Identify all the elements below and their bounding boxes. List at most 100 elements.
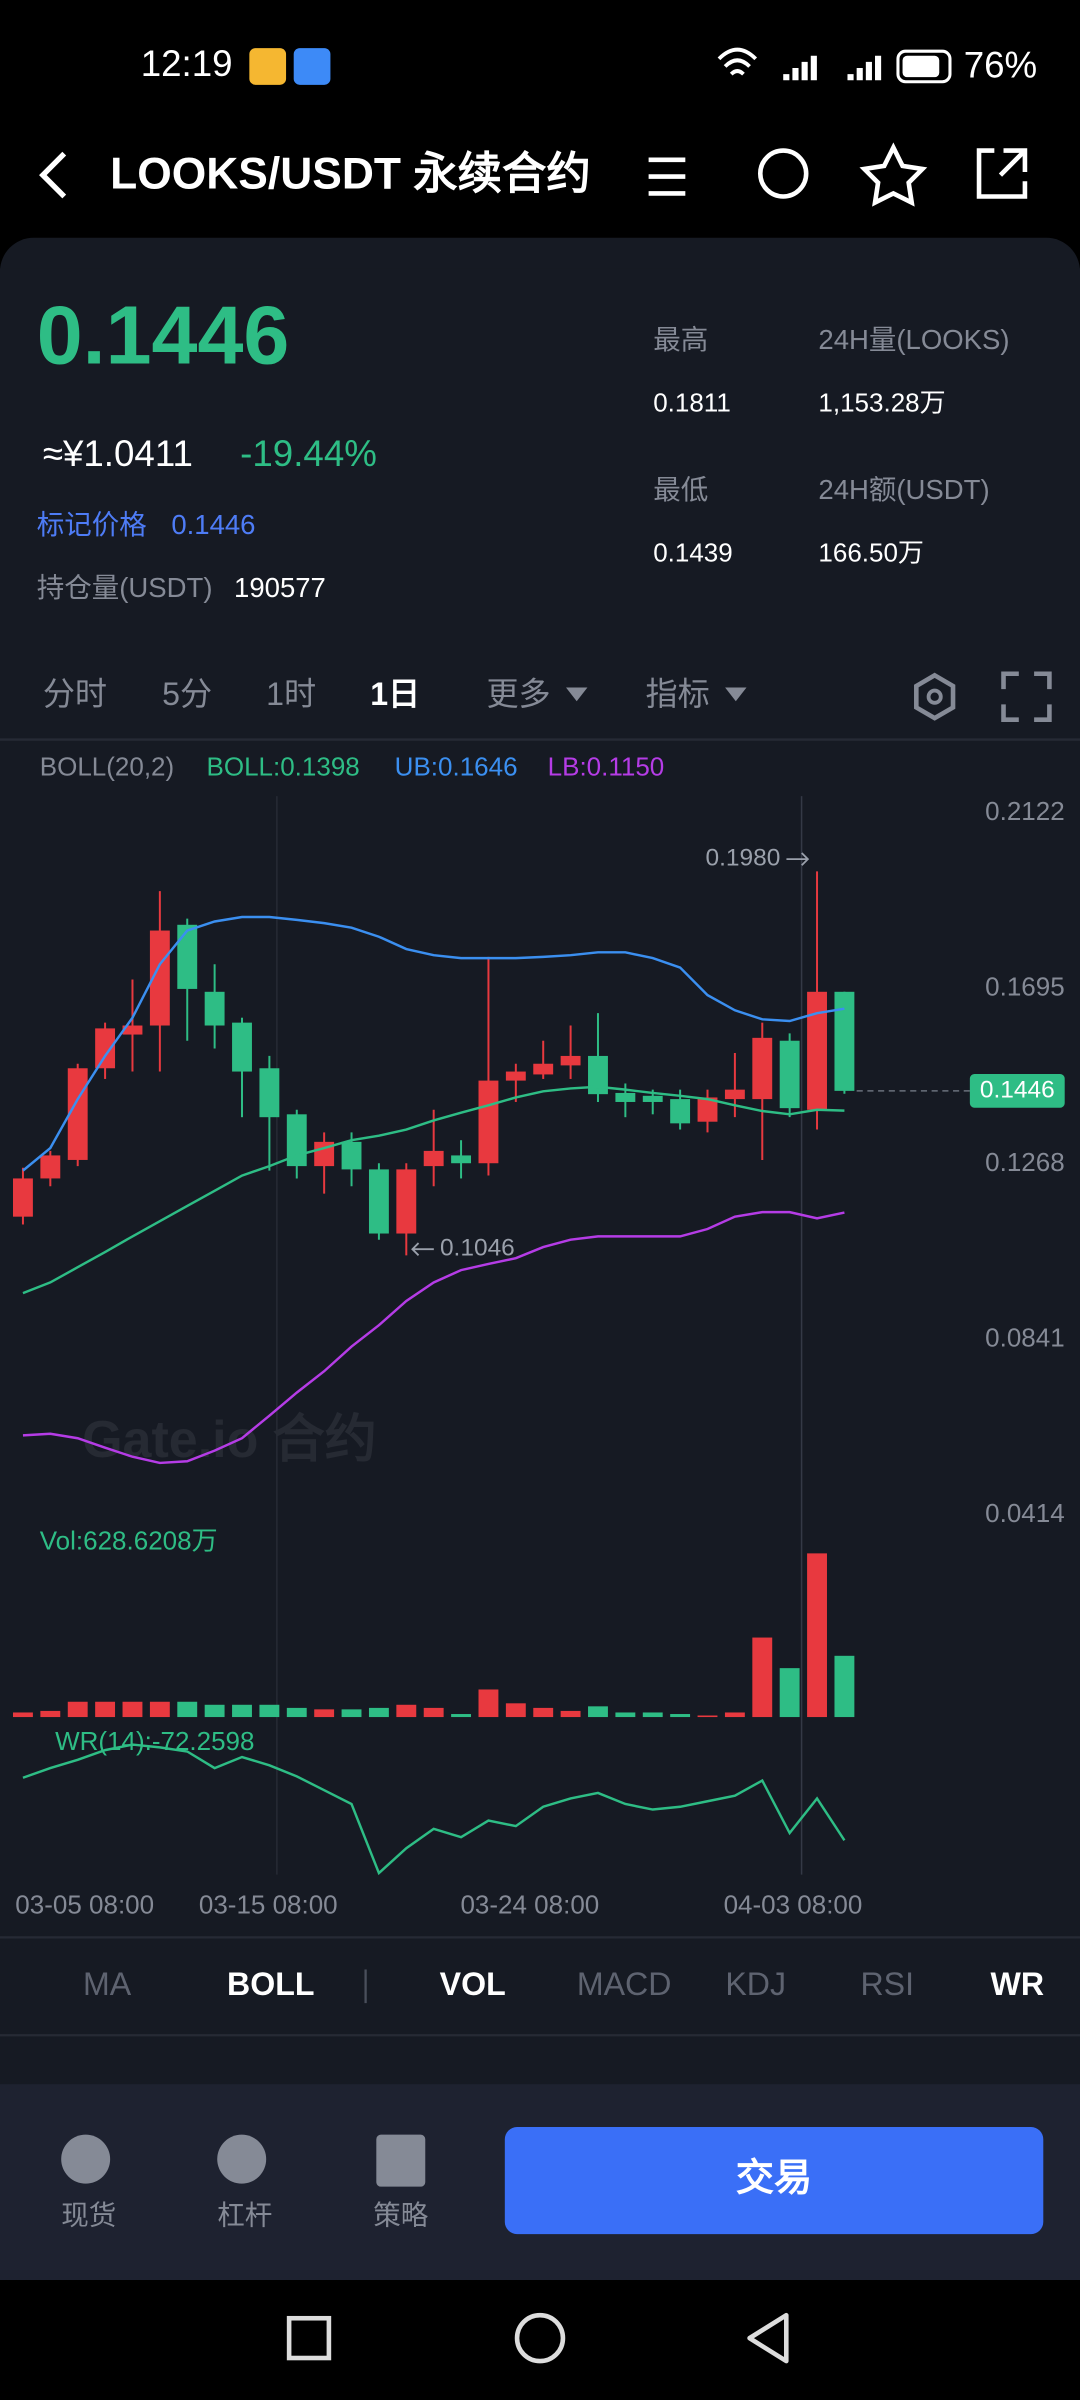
battery-percent: 76%	[964, 45, 1037, 86]
interval-tab[interactable]: 更多	[486, 676, 550, 712]
volume-bar	[779, 1668, 800, 1718]
candle-body	[834, 991, 855, 1091]
boll-line	[22, 915, 845, 1172]
battery-level	[902, 55, 940, 78]
margin-icon[interactable]	[217, 2134, 267, 2184]
volume-bar	[533, 1707, 554, 1718]
trade-button[interactable]	[504, 2127, 1044, 2235]
amt-label: 24H额(USDT)	[818, 474, 989, 505]
volume-bar	[834, 1655, 855, 1718]
volume-bar	[259, 1704, 280, 1718]
indicator-tab[interactable]: VOL	[440, 1966, 506, 2002]
menu-icon[interactable]	[648, 157, 686, 196]
low-label: 最低	[653, 474, 708, 505]
recents-button[interactable]	[286, 2315, 332, 2361]
volume-bar	[615, 1712, 636, 1718]
volume-bar	[505, 1703, 526, 1718]
mark-label: 标记价格	[37, 509, 147, 540]
app-icon	[293, 48, 331, 85]
candle-body	[95, 1028, 116, 1069]
high-value: 0.1811	[653, 387, 731, 417]
page-title[interactable]: LOOKS/USDT 永续合约	[110, 149, 591, 198]
indicator-tab[interactable]: RSI	[860, 1966, 914, 2002]
candle-body	[259, 1068, 280, 1118]
candle-body	[505, 1071, 526, 1081]
mark-price: 0.1446	[171, 509, 255, 540]
settings-icon[interactable]	[914, 672, 956, 721]
candle-body	[423, 1150, 444, 1167]
volume-bar	[807, 1553, 827, 1718]
vol-label: 24H量(LOOKS)	[818, 324, 1009, 355]
volume-bar	[423, 1707, 444, 1718]
signal-icon	[783, 55, 817, 81]
annotation-arrow	[786, 852, 810, 866]
y-tick-label: 0.1695	[985, 971, 1065, 1001]
candle-body	[560, 1055, 581, 1066]
candle-body	[204, 991, 225, 1026]
x-tick-label: 04-03 08:00	[724, 1890, 863, 1920]
volume-bar	[588, 1706, 608, 1718]
strategy-icon[interactable]	[376, 2134, 426, 2187]
oi-value: 190577	[234, 572, 326, 603]
candle-body	[67, 1068, 88, 1160]
spot-icon[interactable]	[61, 2134, 111, 2184]
nav-label[interactable]: 现货	[61, 2200, 116, 2231]
indicator-tab[interactable]: MA	[83, 1966, 132, 2002]
low-annotation: 0.1046	[440, 1235, 515, 1262]
candle-body	[642, 1095, 663, 1102]
interval-tab[interactable]: 分时	[43, 676, 107, 712]
y-tick-label: 0.1268	[985, 1147, 1065, 1177]
alert-icon[interactable]	[757, 148, 809, 199]
legend-entry: LB:0.1150	[548, 751, 665, 781]
y-tick-label: 0.0414	[985, 1498, 1065, 1528]
candle-body	[724, 1089, 745, 1100]
change: -19.44%	[240, 433, 377, 474]
x-tick-label: 03-24 08:00	[460, 1890, 599, 1920]
signal-icon	[847, 55, 882, 81]
annotation-arrow	[411, 1242, 434, 1256]
wifi-icon	[717, 47, 758, 76]
indicator-tab[interactable]: MACD	[577, 1966, 672, 2002]
trade-button-label[interactable]: 交易	[736, 2157, 812, 2200]
interval-tab[interactable]: 1时	[266, 676, 316, 712]
interval-tab[interactable]: 5分	[162, 676, 212, 712]
indicator-tab[interactable]: BOLL	[227, 1966, 314, 2002]
volume-bar	[40, 1710, 61, 1718]
volume-bar	[451, 1714, 472, 1718]
indicator-tab[interactable]: WR	[991, 1966, 1044, 2002]
volume-bar	[232, 1704, 252, 1718]
indicator-tab[interactable]: KDJ	[725, 1966, 786, 2002]
share-icon[interactable]	[976, 148, 1028, 199]
interval-tab[interactable]: 1日	[370, 676, 420, 712]
candle-body	[40, 1155, 61, 1179]
back-button[interactable]	[39, 151, 67, 199]
high-label: 最高	[653, 324, 708, 355]
candle-body	[533, 1063, 554, 1075]
volume-bar	[341, 1709, 362, 1718]
last-price-badge	[969, 1074, 1065, 1108]
indicator-label: BOLL(20,2)	[40, 751, 174, 781]
home-button[interactable]	[514, 2312, 566, 2364]
candle-body	[451, 1155, 472, 1164]
volume-bar	[177, 1701, 198, 1718]
volume-bar	[752, 1637, 773, 1718]
settings-icon-center	[926, 688, 943, 705]
volume-bar	[368, 1707, 389, 1718]
favorite-icon[interactable]	[859, 142, 928, 207]
fullscreen-icon[interactable]	[1001, 671, 1052, 722]
candle-body	[314, 1141, 335, 1167]
battery-icon	[896, 49, 952, 84]
watermark: Gate.io 合约	[82, 1411, 377, 1469]
nav-label[interactable]: 策略	[373, 2200, 429, 2231]
vol-value: 1,153.28万	[818, 387, 945, 417]
candle-body	[588, 1055, 608, 1095]
volume-bar	[642, 1712, 663, 1718]
nav-label[interactable]: 杠杆	[217, 2200, 272, 2231]
candle-body	[232, 1022, 252, 1072]
last-price-label: 0.1446	[980, 1076, 1055, 1103]
back-nav-button[interactable]	[747, 2312, 789, 2364]
boll-line	[22, 1210, 845, 1465]
volume-bar	[724, 1712, 745, 1718]
interval-tab[interactable]: 指标	[646, 676, 710, 712]
